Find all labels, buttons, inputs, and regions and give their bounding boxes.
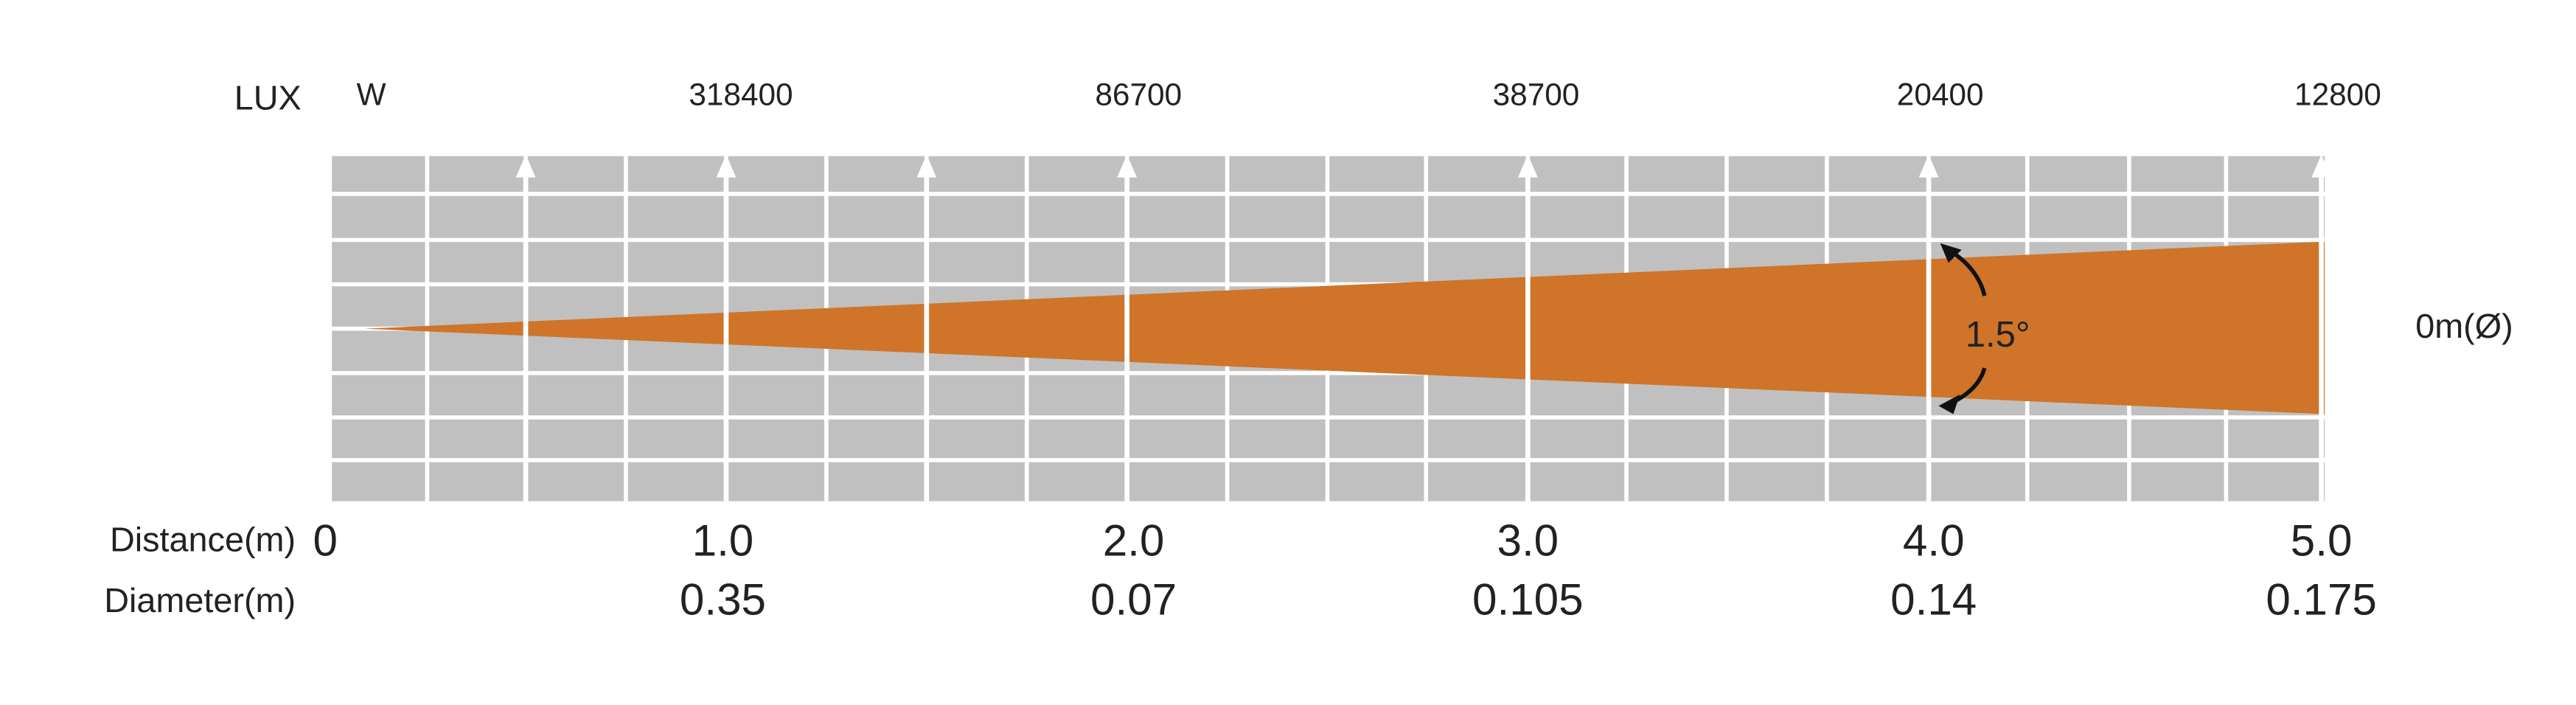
diameter-value: 0.07: [1090, 575, 1177, 625]
lux-unit: W: [357, 77, 386, 112]
arrows: [515, 154, 2331, 501]
angle-arrowhead-bottom: [1938, 394, 1960, 414]
distance-value: 1.0: [692, 515, 754, 565]
distance-value: 5.0: [2291, 515, 2353, 565]
diameter-label: Diameter(m): [104, 581, 296, 619]
beam-angle: 1.5°: [1966, 315, 2030, 355]
arrow-head: [916, 154, 937, 178]
beam: [364, 241, 2325, 414]
arrow-head: [1918, 154, 1939, 178]
diameter-value: 0.175: [2266, 575, 2377, 625]
distance-value: 2.0: [1103, 515, 1165, 565]
distance-label: Distance(m): [110, 521, 296, 559]
lux-value: 86700: [1095, 77, 1182, 112]
arrow-head: [1117, 154, 1137, 178]
distance-value: 0: [313, 515, 337, 565]
distance-value: 3.0: [1497, 515, 1559, 565]
diameter-value: 0.35: [680, 575, 766, 625]
arrow-head: [2311, 154, 2331, 178]
arrow-head: [1517, 154, 1538, 178]
diameter-value: 0.105: [1472, 575, 1584, 625]
lux-value: 20400: [1897, 77, 1984, 112]
lux-value: 12800: [2294, 77, 2381, 112]
diameter-unit: 0m(Ø): [2415, 307, 2513, 345]
lux-value: 38700: [1493, 77, 1580, 112]
diameter-value: 0.14: [1890, 575, 1977, 625]
lux-value: 318400: [689, 77, 793, 112]
arrow-head: [716, 154, 737, 178]
lux-label: LUX: [234, 78, 302, 117]
distance-value: 4.0: [1903, 515, 1965, 565]
labels: 318400 86700 38700 20400 12800 0 1.0 2.0 3.0 4.0 5…: [313, 77, 2381, 625]
arrow-head: [515, 154, 536, 178]
